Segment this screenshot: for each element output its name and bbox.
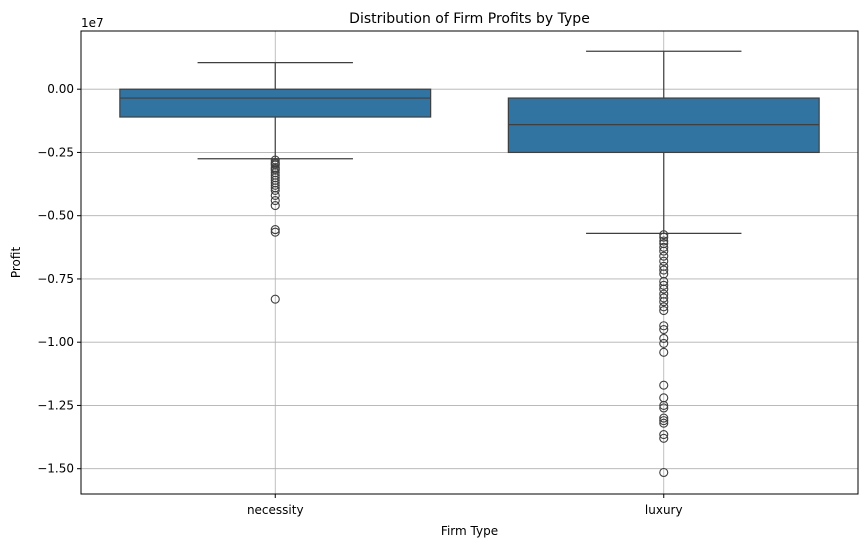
y-tick-label: −0.75 (37, 272, 74, 286)
y-axis-multiplier: 1e7 (81, 16, 104, 30)
y-axis-label: Profit (9, 247, 23, 279)
outlier-point (659, 416, 669, 426)
outlier-point (659, 302, 669, 312)
iqr-box (507, 97, 820, 154)
outlier-point (270, 195, 280, 206)
outlier-point (659, 403, 669, 413)
x-tick-label-luxury: luxury (645, 503, 683, 517)
outlier-point (659, 429, 669, 440)
outlier-point (659, 251, 669, 261)
outlier-point (659, 280, 669, 290)
outlier-point (659, 338, 669, 349)
outlier-point (270, 227, 280, 237)
outlier-point (659, 380, 669, 390)
chart-title: Distribution of Firm Profits by Type (349, 11, 590, 27)
y-tick-label: −0.25 (37, 145, 74, 159)
iqr-box (119, 88, 432, 118)
outlier-point (659, 293, 669, 303)
outlier-point (270, 190, 280, 201)
y-tick-label: 0.00 (47, 82, 74, 96)
y-tick-label: −0.50 (37, 209, 74, 223)
plot-frame (80, 30, 859, 495)
box-layer (119, 50, 820, 478)
y-axis-ticks: 0.00 −0.25 −0.50 −0.75 −1.00 −1.25 −1.50 (37, 82, 81, 476)
box-necessity (119, 62, 432, 304)
outlier-point (659, 347, 669, 357)
outlier-point (659, 400, 669, 410)
outlier-point (659, 333, 669, 343)
outlier-point (659, 321, 669, 331)
outlier-point (659, 256, 669, 266)
outlier-point (659, 324, 669, 335)
x-axis-ticks: necessity luxury (247, 494, 683, 517)
x-tick-label-necessity: necessity (247, 503, 304, 517)
outlier-point (659, 418, 669, 428)
outlier-point (659, 284, 669, 294)
outlier-point (270, 180, 280, 190)
outlier-point (659, 265, 669, 275)
y-tick-label: −1.00 (37, 335, 74, 349)
x-axis-label: Firm Type (441, 524, 498, 538)
outlier-point (659, 246, 669, 256)
outlier-point (659, 236, 669, 246)
y-tick-label: −1.25 (37, 398, 74, 412)
outlier-point (270, 225, 280, 235)
y-tick-label: −1.50 (37, 462, 74, 476)
outlier-point (270, 201, 280, 211)
outlier-point (659, 413, 669, 423)
outlier-point (659, 230, 669, 240)
outlier-point (659, 467, 669, 478)
outlier-point (659, 306, 669, 316)
outlier-point (659, 242, 669, 252)
outlier-point (659, 297, 669, 307)
outlier-point (659, 433, 669, 443)
outlier-point (270, 294, 280, 304)
outlier-point (659, 232, 669, 242)
box-luxury (507, 50, 820, 478)
outlier-point (270, 185, 280, 195)
